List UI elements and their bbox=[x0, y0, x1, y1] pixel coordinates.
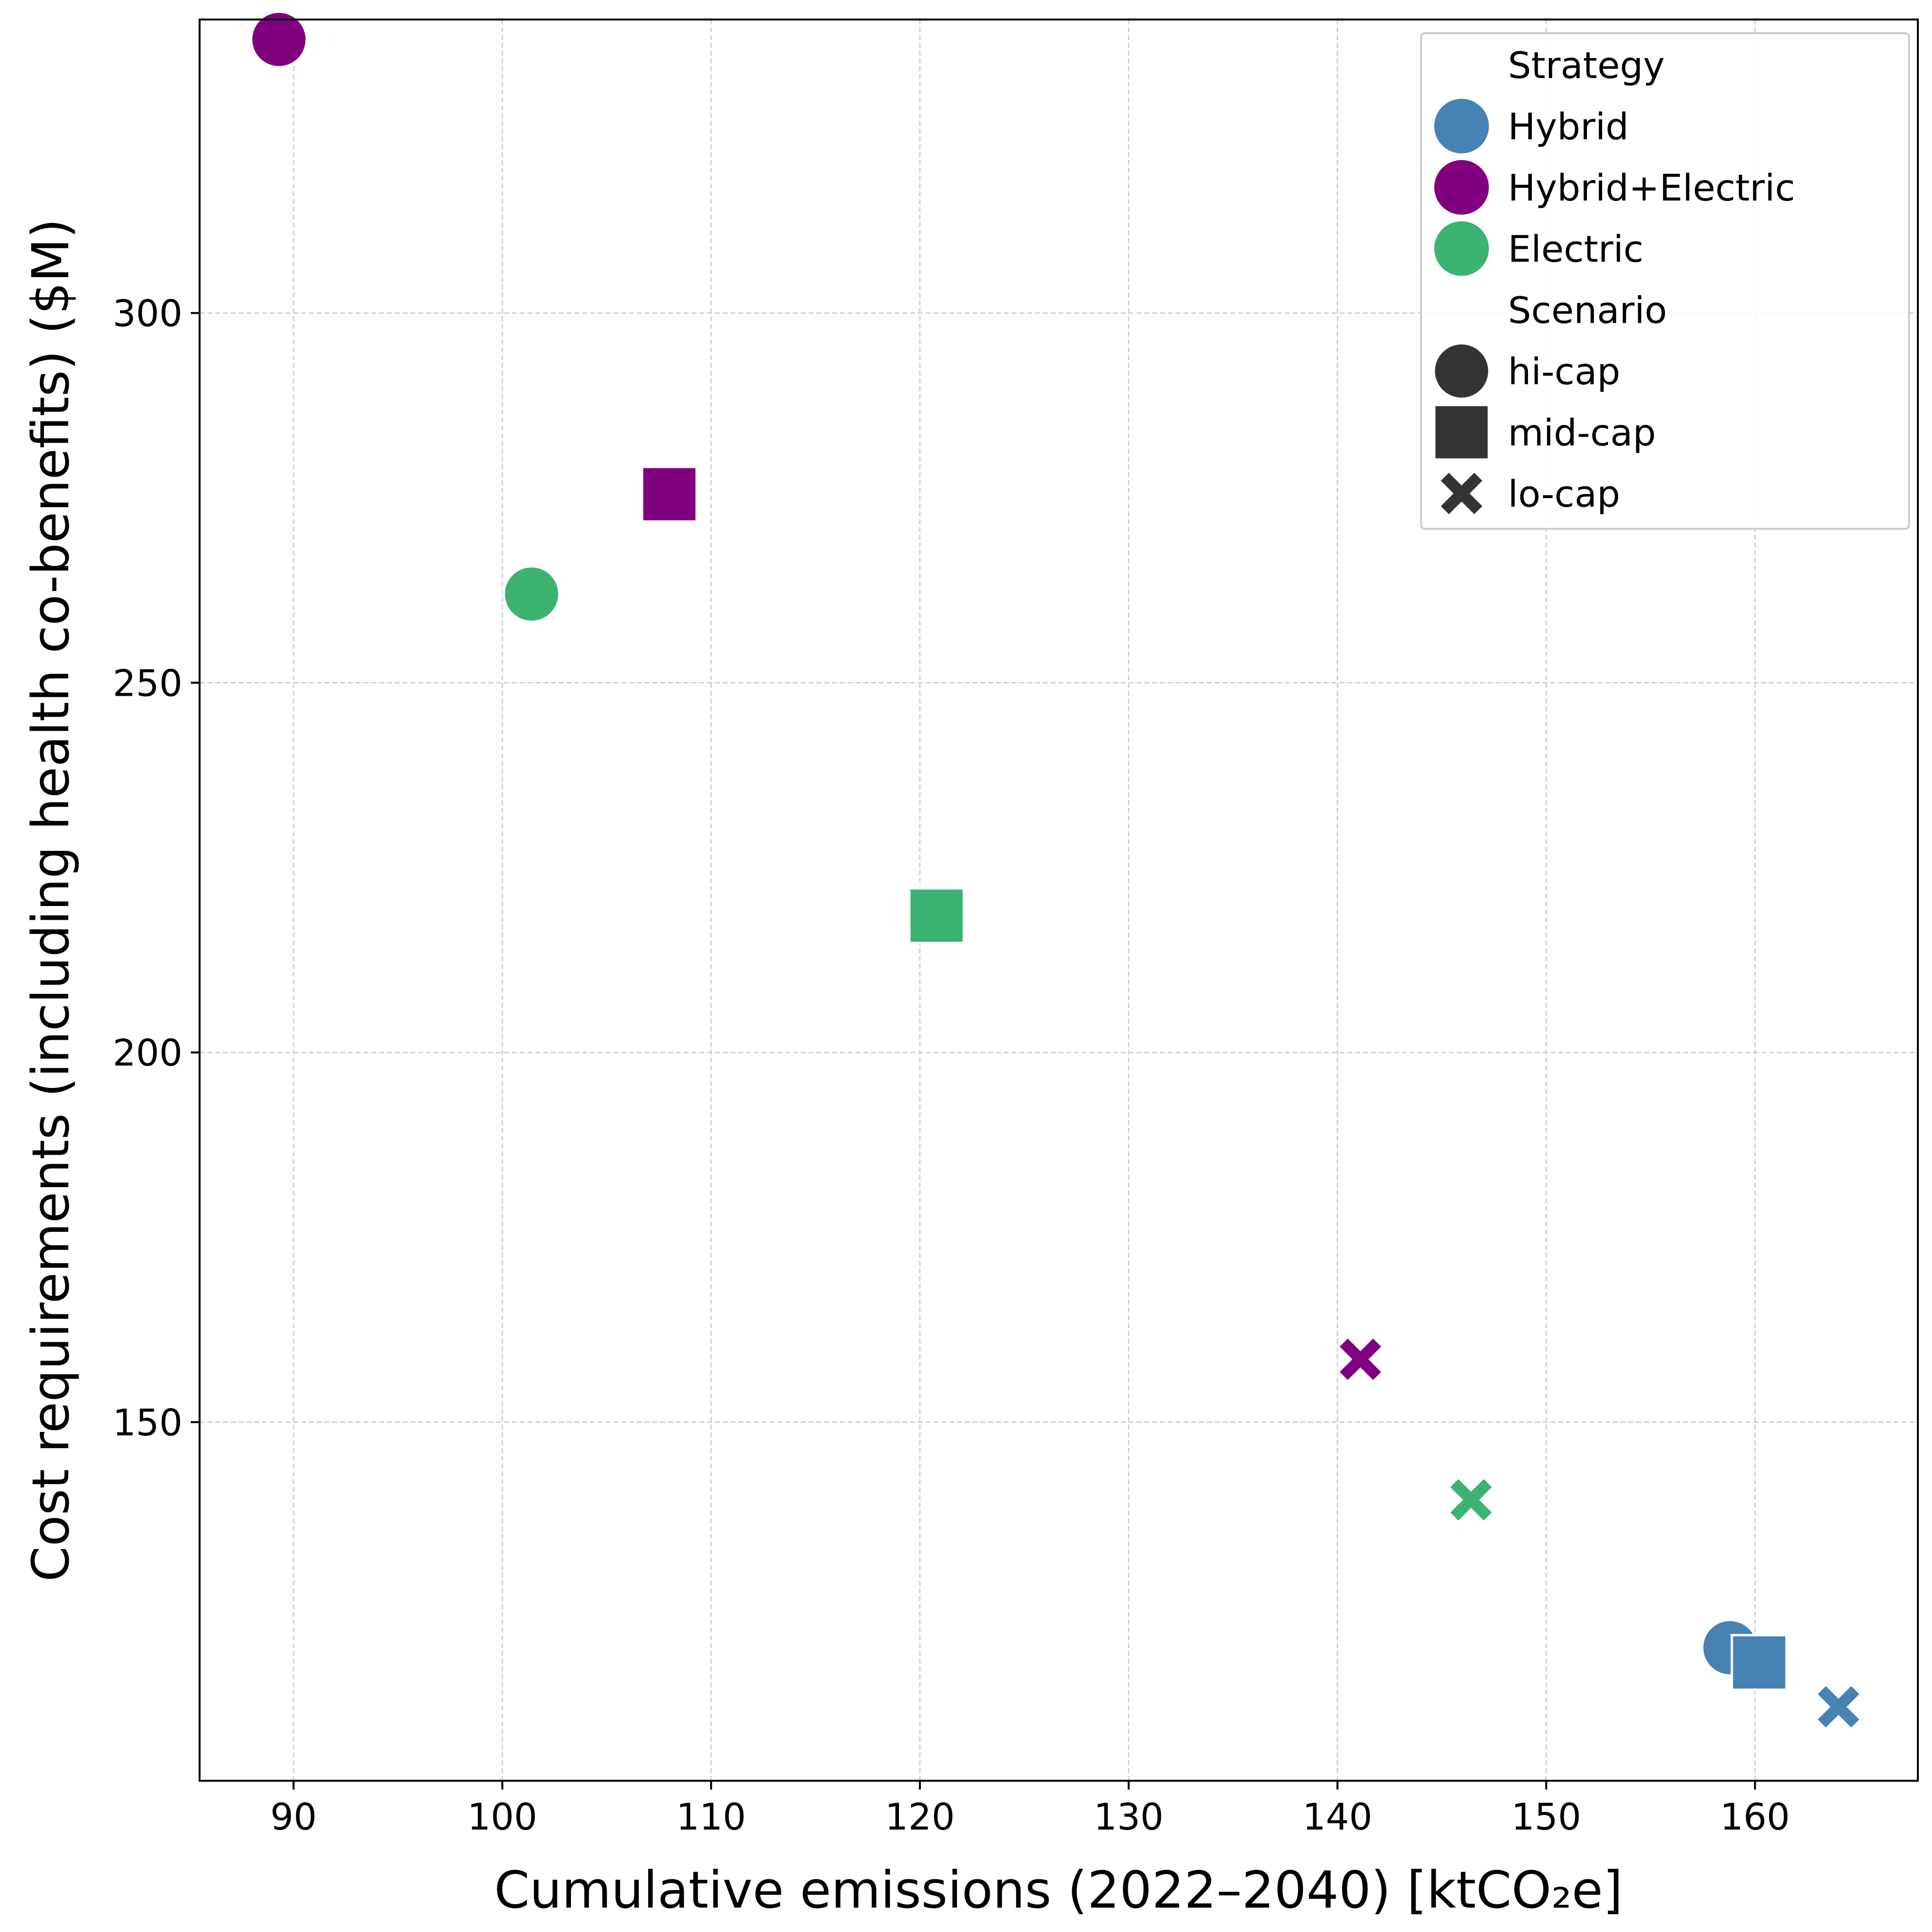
legend-box bbox=[1420, 32, 1910, 530]
legend-label: Electric bbox=[1508, 228, 1644, 271]
x-tick-label: 100 bbox=[468, 1795, 537, 1838]
legend-label: mid-cap bbox=[1508, 411, 1656, 454]
legend-marker-hi-cap bbox=[1432, 342, 1491, 400]
legend-label: Hybrid+Electric bbox=[1508, 166, 1795, 209]
legend-marker-mid-cap bbox=[1433, 403, 1490, 461]
data-point-hybrid-electric-lo-cap bbox=[1336, 1335, 1385, 1384]
data-point-hybrid-electric-mid-cap bbox=[641, 465, 698, 523]
data-points bbox=[250, 10, 1863, 1731]
x-tick-label: 110 bbox=[676, 1795, 746, 1838]
legend-marker-hybrid bbox=[1434, 99, 1489, 154]
x-tick-label: 150 bbox=[1511, 1795, 1581, 1838]
legend-label: Hybrid bbox=[1508, 105, 1629, 148]
legend-marker-lo-cap bbox=[1437, 469, 1486, 518]
data-point-electric-lo-cap bbox=[1446, 1475, 1495, 1524]
y-tick-label: 300 bbox=[113, 292, 183, 335]
x-tick-label: 130 bbox=[1094, 1795, 1163, 1838]
y-tick-label: 250 bbox=[113, 662, 183, 704]
legend-label: lo-cap bbox=[1508, 473, 1620, 516]
x-tick-label: 140 bbox=[1302, 1795, 1372, 1838]
data-point-hybrid-lo-cap bbox=[1814, 1682, 1863, 1731]
x-tick-label: 160 bbox=[1720, 1795, 1790, 1838]
x-tick-label: 90 bbox=[270, 1795, 317, 1838]
legend-title-strategy: Strategy bbox=[1508, 44, 1665, 87]
y-tick-label: 200 bbox=[113, 1031, 183, 1074]
data-point-hybrid-mid-cap bbox=[1730, 1634, 1788, 1691]
axis-ticks: 90 100 110 120 130 140 150 160 150 200 250 300 bbox=[113, 292, 1790, 1838]
x-tick-label: 120 bbox=[885, 1795, 955, 1838]
legend-marker-hybrid-electric bbox=[1434, 160, 1489, 215]
y-tick-label: 150 bbox=[113, 1401, 183, 1444]
legend-title-scenario: Scenario bbox=[1508, 289, 1667, 332]
legend: Strategy Hybrid Hybrid+Electric Electric Sce… bbox=[1420, 32, 1910, 530]
grid-lines bbox=[200, 20, 1918, 1781]
legend-marker-electric bbox=[1434, 221, 1489, 276]
data-point-hybrid-electric-hi-cap bbox=[250, 10, 308, 69]
legend-label: hi-cap bbox=[1508, 350, 1620, 393]
plot-frame bbox=[199, 19, 1919, 1782]
y-axis-title: Cost requirements (including health co-b… bbox=[21, 219, 81, 1582]
x-axis-title: Cumulative emissions (2022–2040) [ktCO₂e… bbox=[494, 1860, 1623, 1920]
data-point-electric-hi-cap bbox=[502, 565, 561, 624]
data-point-electric-mid-cap bbox=[908, 887, 965, 945]
